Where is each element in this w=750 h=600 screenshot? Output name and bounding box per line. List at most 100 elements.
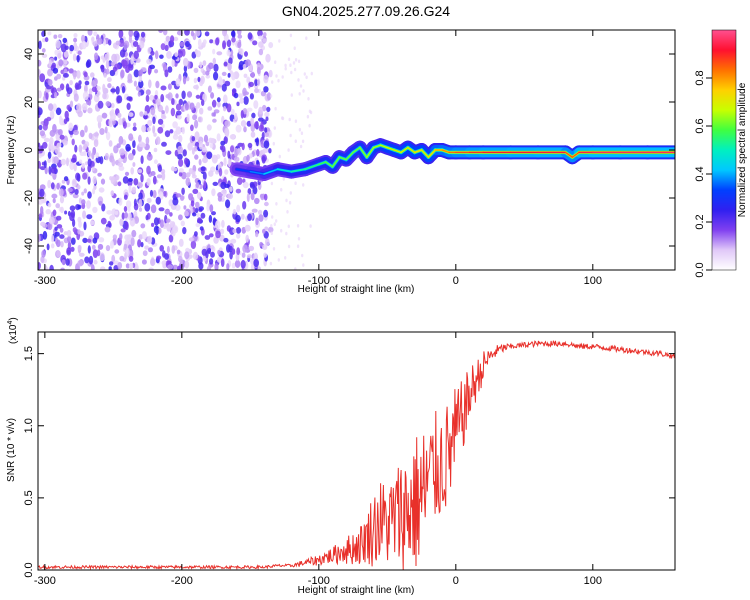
heatmap-cell [236,247,241,256]
heatmap-cell [77,229,81,235]
heatmap-cell [86,214,93,220]
heatmap-ridge-segment [366,146,375,158]
heatmap-cell [206,203,210,212]
heatmap-cell [303,72,306,76]
heatmap-cell [271,215,274,219]
heatmap-cell [188,167,193,175]
colorbar-label: Normalized spectral amplitude [737,82,748,217]
heatmap-cell [97,100,104,109]
heatmap-cell [63,118,68,125]
heatmap-cell [179,258,183,265]
heatmap-cell [197,76,201,83]
heatmap-cell [270,231,273,235]
heatmap-cell [100,217,107,225]
heatmap-cell [271,80,274,84]
heatmap-cell [45,209,52,215]
heatmap-cell [154,69,159,74]
heatmap-cell [104,226,111,233]
heatmap-cell [152,190,157,199]
heatmap-cell [227,63,232,71]
heatmap-cell [109,215,115,221]
heatmap-cell [137,182,143,189]
heatmap-cell [157,126,164,134]
heatmap-cell [205,70,210,76]
heatmap-cell [242,178,246,184]
heatmap-cell [211,99,217,108]
heatmap-cell [68,68,74,74]
heatmap-cell [226,39,232,48]
heatmap-cell [144,245,150,250]
heatmap-cell [209,143,214,149]
heatmap-cell [145,136,150,145]
heatmap-cell [128,262,134,270]
heatmap-cell [112,66,117,72]
heatmap-cell [38,160,41,169]
heatmap-cell [184,30,190,36]
heatmap-cell [128,112,134,117]
heatmap-cell [119,255,125,262]
heatmap-cell [191,136,196,142]
heatmap-cell [59,115,63,123]
x-tick-label: -200 [171,575,193,587]
heatmap-cell [178,98,183,106]
heatmap-cell [236,101,240,107]
heatmap-cell [201,99,205,106]
heatmap-cell [92,237,98,244]
heatmap-cell [267,226,274,233]
heatmap-cell [138,75,143,83]
heatmap-cell [110,112,116,121]
heatmap-cell [186,76,190,82]
heatmap-cell [113,260,119,266]
heatmap-cell [188,237,195,242]
heatmap-cell [146,58,152,65]
heatmap-cell [194,119,199,129]
heatmap-cell [149,94,154,101]
heatmap-cell [164,209,170,215]
heatmap-cell [51,234,55,243]
heatmap-cell [115,175,120,181]
heatmap-cell [210,245,215,250]
heatmap-ridge-segment [386,146,395,151]
heatmap-cell [90,264,95,270]
heatmap-cell [225,199,231,209]
heatmap-cell [60,158,67,166]
heatmap-cell [201,146,207,153]
heatmap-cell [272,247,276,251]
heatmap-cell [146,165,151,175]
heatmap-cell [257,78,261,87]
colorbar-tick-label: 0.2 [694,214,706,229]
heatmap-cell [193,84,199,90]
heatmap-cell [92,41,98,47]
heatmap-cell [164,130,171,138]
heatmap-cell [253,100,259,109]
heatmap-cell [255,217,259,226]
heatmap-cell [246,254,252,259]
heatmap-cell [300,131,304,135]
y-tick-label: 0 [23,147,35,153]
heatmap-cell [221,219,225,228]
heatmap-cell [223,61,228,67]
y-tick-label: 1.5 [23,346,35,361]
heatmap-cell [229,134,236,140]
heatmap-cell [247,213,252,222]
heatmap-cell [251,208,258,213]
snr-line [38,339,675,570]
heatmap-cell [59,234,65,239]
heatmap-cell [231,88,237,93]
heatmap-cell [79,129,85,138]
heatmap-cell [233,156,240,162]
heatmap-cell [63,59,68,65]
heatmap-cell [61,259,66,266]
heatmap-cell [299,84,303,88]
heatmap-cell [296,224,300,228]
heatmap-cell [192,188,199,194]
heatmap-cell [178,171,183,177]
heatmap-cell [217,101,221,108]
heatmap-cell [189,102,195,111]
heatmap-cell [244,224,251,232]
heatmap-cell [172,225,179,234]
heatmap-cell [176,110,182,116]
colorbar-ticks: 0.0 0.2 0.4 0.6 0.8 [694,70,712,278]
heatmap-cell [289,33,293,38]
